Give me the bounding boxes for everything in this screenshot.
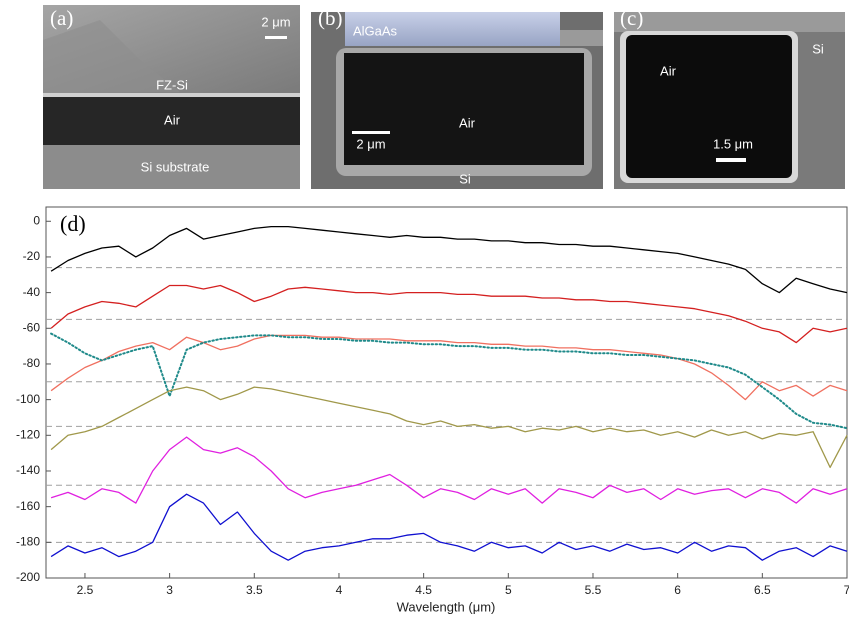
- x-tick-label: 4: [336, 583, 343, 597]
- panel-label: (d): [60, 211, 86, 236]
- y-tick-label: -140: [16, 463, 40, 477]
- scale-label: 2 μm: [356, 136, 385, 151]
- spectrum-line: [50, 284, 848, 344]
- spectrum-line: [50, 436, 848, 504]
- y-tick-label: -80: [23, 356, 41, 370]
- x-tick-label: 3: [166, 583, 173, 597]
- image-label: FZ-Si: [156, 77, 188, 92]
- sem-image-b: [311, 12, 603, 189]
- x-tick-label: 4.5: [415, 583, 432, 597]
- image-label: AlGaAs: [353, 23, 398, 38]
- y-tick-label: 0: [33, 213, 40, 227]
- x-tick-label: 6.5: [754, 583, 771, 597]
- x-tick-label: 6: [674, 583, 681, 597]
- y-tick-label: -40: [23, 285, 41, 299]
- y-tick-label: -100: [16, 392, 40, 406]
- sem-image-c: [614, 12, 845, 189]
- image-label: Air: [164, 112, 181, 127]
- y-tick-label: -120: [16, 427, 40, 441]
- panel-label: (c): [620, 6, 643, 30]
- spectrum-line: [50, 225, 848, 294]
- scale-label: 2 μm: [261, 14, 290, 29]
- scale-label: 1.5 μm: [713, 136, 753, 151]
- panel-label: (b): [318, 6, 343, 30]
- x-tick-label: 5: [505, 583, 512, 597]
- image-label: Si: [812, 41, 824, 56]
- x-axis-label: Wavelength (μm): [397, 599, 496, 614]
- y-tick-label: -60: [23, 320, 41, 334]
- image-label: Air: [660, 63, 677, 78]
- image-label: Si substrate: [141, 159, 210, 174]
- y-tick-label: -20: [23, 249, 41, 263]
- spectrum-line: [50, 386, 848, 469]
- y-tick-label: -200: [16, 570, 40, 584]
- plot-area: [45, 206, 848, 579]
- y-tick-label: -160: [16, 499, 40, 513]
- image-label: Air: [459, 115, 476, 130]
- image-label: Si: [459, 171, 471, 186]
- sem-image-a: [43, 5, 300, 189]
- chart: 0 -20 -40 -60 -80 -100 -120 -140 -160 -180 -200 2.5…: [16, 206, 849, 597]
- x-tick-label: 3.5: [246, 583, 263, 597]
- y-tick-label: -180: [16, 534, 40, 548]
- x-tick-label: 5.5: [585, 583, 602, 597]
- spectrum-line: [50, 334, 848, 401]
- panel-label: (a): [50, 6, 73, 30]
- spectrum-line: [50, 332, 848, 430]
- x-tick-label: 7: [844, 583, 849, 597]
- x-tick-label: 2.5: [77, 583, 94, 597]
- spectrum-line: [50, 493, 848, 561]
